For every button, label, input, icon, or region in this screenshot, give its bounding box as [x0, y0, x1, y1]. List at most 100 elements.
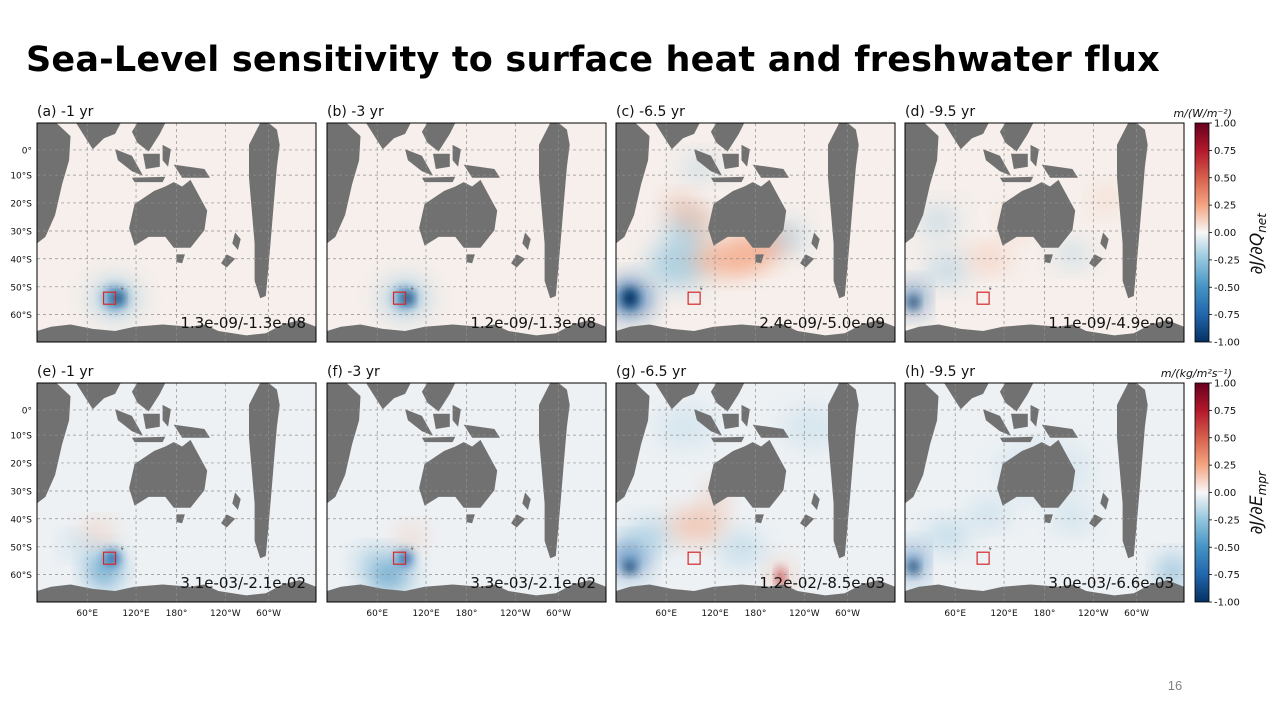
landmass: [1117, 123, 1148, 299]
colorbar-tick-label: -0.25: [1214, 515, 1240, 526]
range-annotation: 3.3e-03/-2.1e-02: [470, 574, 596, 592]
colorbar-tick-label: -0.75: [1214, 570, 1240, 581]
landmass: [327, 320, 606, 342]
longitude-tick-label: 120°W: [1078, 609, 1109, 619]
landmass: [120, 287, 124, 291]
landmass: [433, 153, 450, 169]
map-panel: (h) -9.5 yr 3.0e-03/-6.6e-03: [904, 364, 1185, 603]
colorbar-label-subscript: mpr: [1255, 470, 1269, 495]
landmass: [511, 254, 526, 268]
landmass: [988, 547, 992, 551]
latitude-tick-label: 10°S: [10, 432, 32, 442]
longitude-tick-label: 120°E: [412, 609, 440, 619]
landmass: [616, 383, 650, 504]
landmass: [1044, 254, 1053, 264]
target-region-box: [392, 551, 407, 565]
latitude-tick-label: 10°S: [10, 172, 32, 182]
landmass: [522, 232, 531, 250]
landmass: [221, 514, 236, 528]
landmass: [1030, 144, 1039, 167]
sensitivity-anomaly: [1052, 506, 1093, 531]
landmass: [722, 153, 739, 169]
longitude-tick-label: 60°E: [366, 609, 388, 619]
landmass: [710, 383, 745, 412]
sensitivity-anomaly: [908, 295, 919, 310]
landmass: [905, 123, 939, 244]
longitude-tick-label: 60°E: [655, 609, 677, 619]
colorbar-tick-label: 0.75: [1214, 146, 1236, 157]
longitude-tick-label: 60°W: [1124, 609, 1149, 619]
target-region-box: [392, 291, 407, 305]
landmass: [327, 383, 361, 504]
sensitivity-anomaly: [968, 502, 1009, 527]
latitude-tick-label: 0°: [22, 406, 32, 416]
sensitivity-anomaly: [1093, 187, 1118, 212]
landmass: [710, 176, 745, 183]
landmass: [452, 404, 461, 427]
sensitivity-anomaly: [396, 526, 425, 547]
landmass: [741, 144, 750, 167]
landmass: [522, 492, 531, 510]
colorbar-tick-label: 0.00: [1214, 228, 1236, 239]
landmass: [828, 123, 859, 299]
landmass: [120, 547, 124, 551]
colorbar-tick-label: 0.25: [1214, 201, 1236, 212]
landmass: [37, 383, 71, 504]
sensitivity-anomaly: [924, 522, 969, 551]
landmass: [905, 383, 939, 504]
target-region-box: [687, 291, 701, 305]
colorbar-tick-label: -1.00: [1214, 598, 1240, 609]
colorbar-tick-label: 1.00: [1214, 379, 1236, 390]
landmass: [421, 436, 456, 443]
landmass: [221, 254, 236, 268]
landmass: [752, 424, 789, 438]
panel-label: (f) -3 yr: [327, 364, 380, 380]
sensitivity-anomaly: [82, 521, 115, 542]
landmass: [143, 153, 160, 169]
latitude-tick-label: 40°S: [10, 255, 32, 265]
map-area: 1.3e-09/-1.3e-08: [37, 123, 316, 342]
range-annotation: 1.2e-09/-1.3e-08: [470, 314, 596, 332]
landmass: [511, 514, 526, 528]
sensitivity-anomaly: [621, 288, 638, 309]
landmass: [466, 254, 475, 264]
landmass: [115, 149, 143, 176]
longitude-tick-label: 120°W: [789, 609, 820, 619]
map-area: 1.1e-09/-4.9e-09: [905, 123, 1184, 342]
panel-label: (d) -9.5 yr: [905, 104, 975, 120]
landmass: [143, 413, 160, 429]
colorbar-tick-label: 0.25: [1214, 461, 1236, 472]
sensitivity-anomaly: [908, 559, 919, 574]
landmass: [616, 320, 895, 342]
landmass: [131, 123, 166, 152]
longitude-tick-label: 180°: [166, 609, 188, 619]
landmass: [131, 436, 166, 443]
latitude-tick-label: 0°: [22, 146, 32, 156]
landmass: [1011, 413, 1028, 429]
range-annotation: 1.2e-02/-8.5e-03: [759, 574, 885, 592]
landmass: [327, 580, 606, 602]
latitude-tick-label: 20°S: [10, 459, 32, 469]
panel-frame: [615, 122, 896, 343]
landmass: [616, 123, 650, 244]
map-panel: (e) -1 yr 3.1e-03/-2.1e-02: [36, 364, 317, 603]
longitude-tick-label: 120°W: [500, 609, 531, 619]
sensitivity-anomaly: [1054, 242, 1091, 267]
colorbar: 1.00 0.75 0.50 0.25 0.00 -0.25 -0.50 -0.75 -1.00…: [1161, 367, 1269, 609]
sensitivity-anomaly: [354, 548, 383, 569]
longitude-tick-label: 60°E: [76, 609, 98, 619]
landmass: [999, 383, 1034, 412]
landmass: [694, 409, 722, 436]
landmass: [999, 436, 1034, 443]
colorbar-tick-label: -0.25: [1214, 255, 1240, 266]
map-area: 1.2e-09/-1.3e-08: [327, 123, 606, 342]
landmass: [752, 164, 789, 178]
target-region-box: [102, 291, 117, 305]
latitude-tick-label: 60°S: [10, 311, 32, 321]
longitude-tick-label: 120°E: [122, 609, 150, 619]
landmass: [755, 514, 764, 524]
landmass: [983, 409, 1011, 436]
landmass: [710, 436, 745, 443]
landmass: [421, 123, 456, 152]
